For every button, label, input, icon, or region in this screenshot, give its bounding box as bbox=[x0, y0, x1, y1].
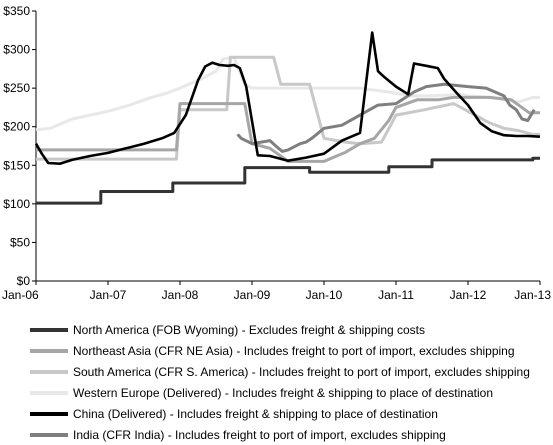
x-axis-ticks: Jan-06 Jan-07 Jan-08 Jan-09 Jan-10 Jan-11 Jan-… bbox=[2, 281, 551, 302]
legend-label: China (Delivered) - Includes freight & s… bbox=[73, 406, 438, 421]
legend-label: Western Europe (Delivered) - Includes fr… bbox=[73, 385, 494, 400]
y-tick-label: $350 bbox=[3, 4, 30, 18]
legend-label: South America (CFR S. America) - Include… bbox=[73, 364, 530, 379]
y-tick-label: $100 bbox=[3, 197, 30, 211]
legend-item: Western Europe (Delivered) - Includes fr… bbox=[30, 382, 545, 403]
y-tick-label: $50 bbox=[10, 235, 30, 249]
legend-label: Northeast Asia (CFR NE Asia) - Includes … bbox=[73, 343, 515, 358]
x-tick-label: Jan-06 bbox=[2, 288, 39, 302]
x-tick-label: Jan-11 bbox=[378, 288, 414, 302]
legend-swatch bbox=[30, 369, 68, 374]
series-line-2 bbox=[36, 55, 540, 161]
series-line-0 bbox=[36, 156, 540, 205]
legend-swatch bbox=[30, 390, 68, 395]
y-tick-label: $250 bbox=[3, 81, 30, 95]
legend: North America (FOB Wyoming) - Excludes f… bbox=[30, 319, 545, 445]
x-tick-label: Jan-13 bbox=[514, 288, 551, 302]
x-tick-label: Jan-08 bbox=[162, 288, 199, 302]
series-line-1 bbox=[36, 95, 540, 163]
x-tick-label: Jan-07 bbox=[90, 288, 127, 302]
legend-item: China (Delivered) - Includes freight & s… bbox=[30, 403, 545, 424]
series-line-3 bbox=[35, 55, 540, 132]
series-line-4 bbox=[34, 31, 541, 165]
legend-label: North America (FOB Wyoming) - Excludes f… bbox=[73, 322, 426, 337]
y-tick-label: $150 bbox=[3, 158, 30, 172]
legend-item: Northeast Asia (CFR NE Asia) - Includes … bbox=[30, 340, 545, 361]
legend-item: India (CFR India) - Includes freight to … bbox=[30, 424, 545, 445]
legend-label: India (CFR India) - Includes freight to … bbox=[73, 427, 446, 442]
x-tick-label: Jan-09 bbox=[234, 288, 271, 302]
y-tick-label: $200 bbox=[3, 120, 30, 134]
x-tick-label: Jan-10 bbox=[306, 288, 343, 302]
legend-swatch bbox=[30, 411, 68, 416]
legend-item: South America (CFR S. America) - Include… bbox=[30, 361, 545, 382]
series-line-5 bbox=[236, 82, 536, 153]
legend-swatch bbox=[30, 327, 68, 332]
legend-swatch bbox=[30, 432, 68, 437]
y-tick-label: $0 bbox=[17, 274, 31, 288]
y-tick-label: $300 bbox=[3, 43, 30, 57]
legend-item: North America (FOB Wyoming) - Excludes f… bbox=[30, 319, 545, 340]
series-lines bbox=[34, 31, 541, 205]
y-axis-ticks: $0 $50 $100 $150 $200 $250 $300 $350 bbox=[3, 4, 36, 288]
legend-swatch bbox=[30, 348, 68, 353]
x-tick-label: Jan-12 bbox=[450, 288, 487, 302]
